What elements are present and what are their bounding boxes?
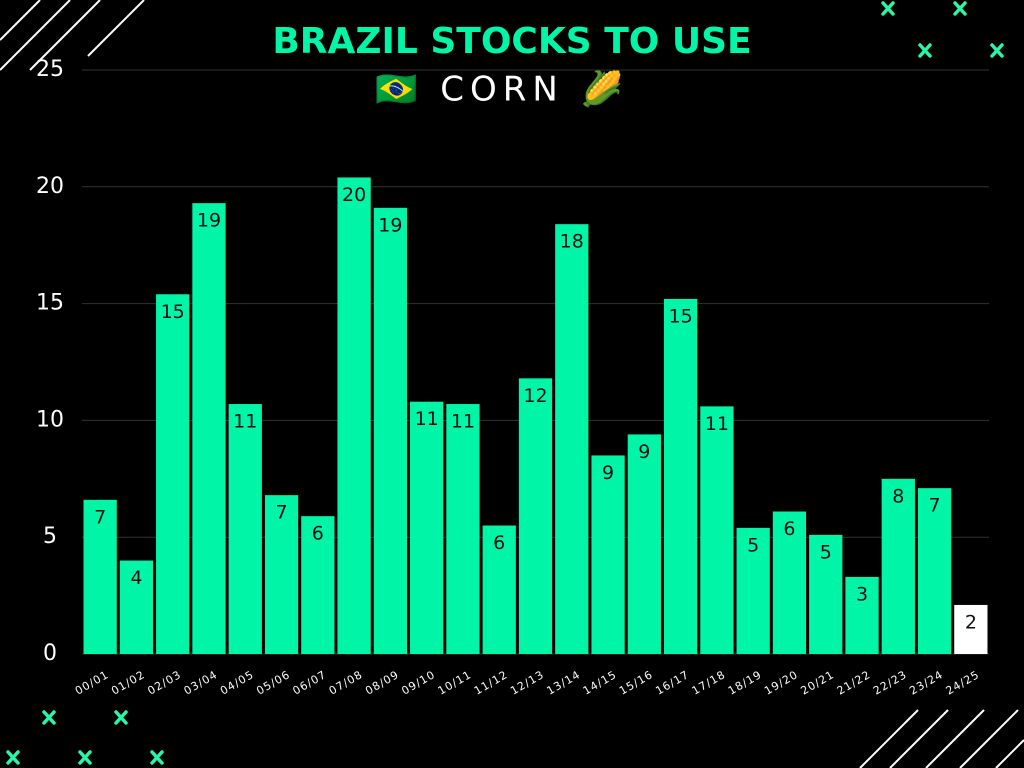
value-label: 6 xyxy=(493,532,505,554)
x-tick-label: 10/11 xyxy=(436,668,474,698)
value-label: 15 xyxy=(161,301,185,323)
bar xyxy=(555,224,589,654)
x-tick-label: 00/01 xyxy=(73,668,111,698)
value-label: 8 xyxy=(892,485,904,507)
bar xyxy=(736,527,770,654)
value-label: 12 xyxy=(523,385,547,407)
value-label: 11 xyxy=(415,408,439,430)
x-tick-label: 15/16 xyxy=(617,668,655,698)
x-tick-label: 14/15 xyxy=(581,668,619,698)
bar xyxy=(518,378,553,654)
value-label: 7 xyxy=(275,502,287,524)
y-tick-label: 25 xyxy=(36,57,64,82)
bar xyxy=(845,576,879,654)
x-tick-label: 11/12 xyxy=(472,668,510,698)
bar xyxy=(192,203,226,655)
x-tick-label: 06/07 xyxy=(291,668,329,698)
bar xyxy=(446,404,480,654)
x-tick-label: 05/06 xyxy=(254,668,292,698)
value-label: 4 xyxy=(130,567,142,589)
x-tick-label: 21/22 xyxy=(835,668,873,698)
value-label: 5 xyxy=(820,541,832,563)
x-tick-label: 19/20 xyxy=(762,668,800,698)
y-tick-label: 15 xyxy=(36,291,64,316)
bar xyxy=(83,499,117,654)
bar xyxy=(337,177,371,654)
value-label: 7 xyxy=(94,506,106,528)
x-decorations xyxy=(6,1,1004,765)
value-label: 18 xyxy=(560,231,584,253)
value-label: 20 xyxy=(342,184,366,206)
x-tick-label: 07/08 xyxy=(327,668,365,698)
x-tick-label: 02/03 xyxy=(145,668,183,698)
x-tick-label: 08/09 xyxy=(363,668,401,698)
x-tick-label: 23/24 xyxy=(907,668,945,698)
x-tick-label: 22/23 xyxy=(871,668,909,698)
bar xyxy=(917,488,952,654)
y-tick-label: 10 xyxy=(36,407,64,432)
value-label: 15 xyxy=(669,305,693,327)
bar xyxy=(228,404,262,654)
value-label: 19 xyxy=(378,214,402,236)
bar xyxy=(156,294,190,654)
x-tick-label: 12/13 xyxy=(508,668,546,698)
x-tick-label: 17/18 xyxy=(690,668,728,698)
bar xyxy=(373,207,408,654)
x-tick-label: 20/21 xyxy=(798,668,836,698)
x-tick-label: 18/19 xyxy=(726,668,764,698)
chart-subtitle: 🇧🇷 CORN 🌽 xyxy=(375,69,629,110)
x-tick-label: 13/14 xyxy=(544,668,582,698)
value-label: 19 xyxy=(197,210,221,232)
bar xyxy=(119,560,154,654)
bar xyxy=(482,525,516,654)
value-label: 11 xyxy=(705,413,729,435)
x-tick-label: 01/02 xyxy=(109,668,147,698)
bar xyxy=(264,495,299,654)
x-tick-label: 16/17 xyxy=(653,668,691,698)
bar xyxy=(410,401,444,654)
x-tick-label: 04/05 xyxy=(218,668,256,698)
bar xyxy=(627,434,661,654)
value-label: 6 xyxy=(312,523,324,545)
y-tick-label: 20 xyxy=(36,174,64,199)
value-label: 9 xyxy=(602,462,614,484)
y-tick-label: 0 xyxy=(43,641,57,666)
bar xyxy=(591,455,625,654)
value-label: 11 xyxy=(233,411,257,433)
value-label: 7 xyxy=(929,495,941,517)
value-label: 11 xyxy=(451,411,475,433)
x-tick-label: 24/25 xyxy=(944,668,982,698)
bar xyxy=(809,534,843,654)
x-tick-label: 03/04 xyxy=(182,668,220,698)
y-tick-label: 5 xyxy=(43,524,57,549)
value-label: 5 xyxy=(747,534,759,556)
bar xyxy=(881,478,915,654)
value-label: 3 xyxy=(856,583,868,605)
bar xyxy=(954,604,988,654)
bar xyxy=(663,298,698,654)
bar xyxy=(700,406,734,654)
value-label: 6 xyxy=(783,518,795,540)
x-tick-label: 09/10 xyxy=(399,668,437,698)
chart-title: BRAZIL STOCKS TO USE xyxy=(272,21,751,62)
bar xyxy=(772,511,807,654)
bar xyxy=(301,516,335,654)
value-label: 9 xyxy=(638,441,650,463)
value-label: 2 xyxy=(965,611,977,633)
